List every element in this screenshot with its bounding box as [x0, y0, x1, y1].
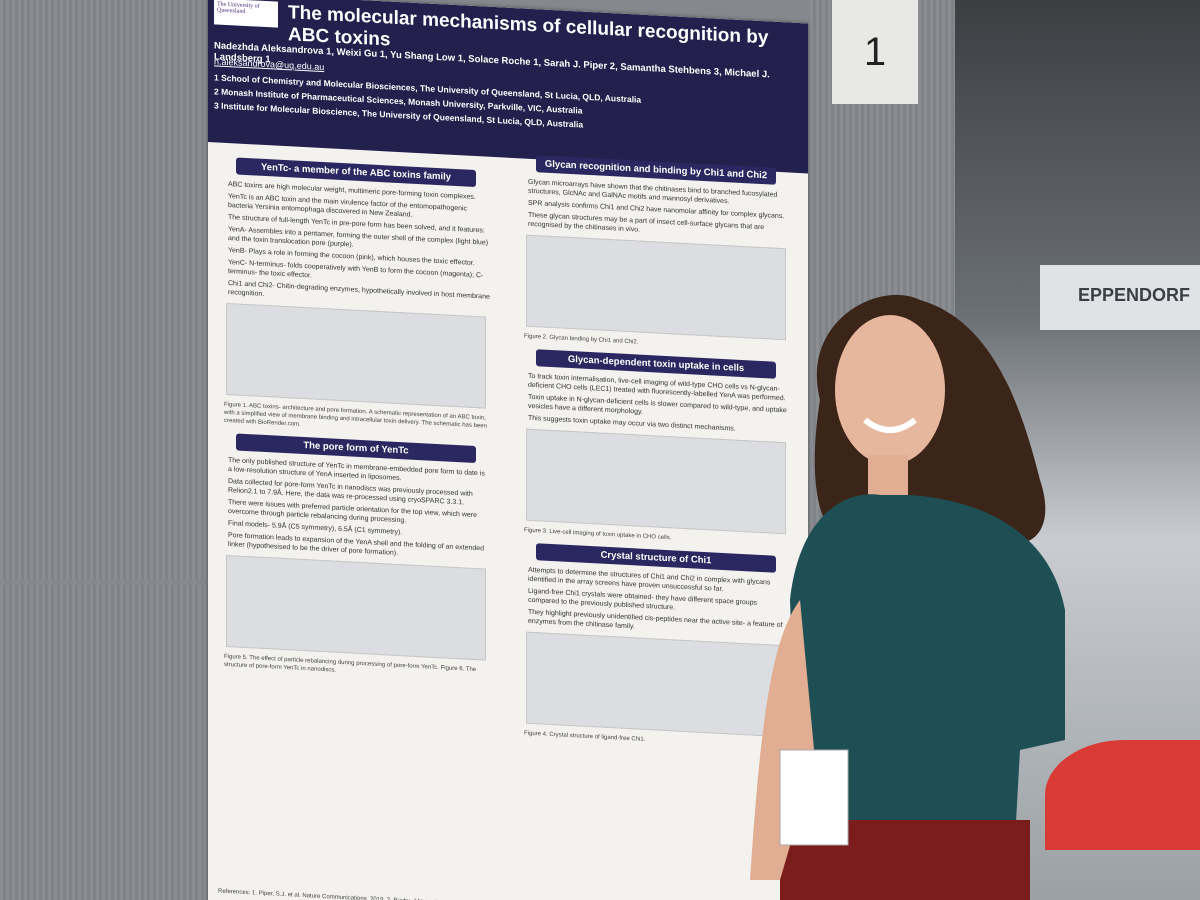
logo: The University of Queensland — [214, 0, 278, 28]
table — [1045, 740, 1200, 850]
column: YenTc- a member of the ABC toxins family… — [216, 150, 496, 691]
figure — [226, 302, 486, 409]
person — [750, 294, 1065, 900]
board-number: 1 — [832, 0, 918, 104]
wall-panel — [0, 585, 210, 900]
poster: The University of Queensland The molecul… — [208, 0, 808, 900]
booth-sign: EPPENDORF — [1040, 265, 1200, 330]
references: References: 1. Piper, S.J. et al. Nature… — [218, 889, 778, 900]
figure — [226, 554, 486, 661]
poster-header: The University of Queensland The molecul… — [208, 0, 808, 174]
wall-panel — [0, 0, 210, 580]
